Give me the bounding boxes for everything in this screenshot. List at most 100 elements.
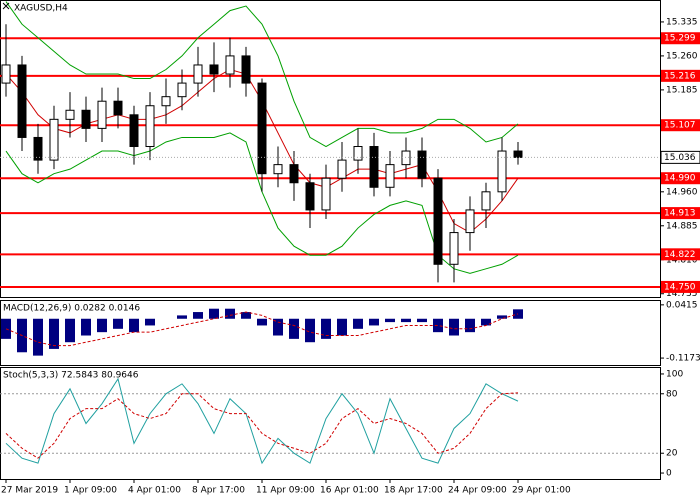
level-label: 14.822 <box>664 250 696 260</box>
macd-bar <box>289 318 299 339</box>
candle-body <box>497 150 507 193</box>
candle-body <box>225 55 235 75</box>
macd-bar <box>497 315 507 319</box>
x-tick-label: 18 Apr 17:00 <box>384 486 443 496</box>
x-tick-label: 16 Apr 01:00 <box>320 486 379 496</box>
candle-body <box>65 109 75 120</box>
candle-body <box>177 82 187 98</box>
panel-title: MACD(12,26,9) 0.0282 0.0146 <box>3 304 140 314</box>
candle-body <box>33 136 43 161</box>
candle-body <box>81 109 91 129</box>
level-label-box <box>661 207 700 220</box>
x-tick-label: 24 Apr 09:00 <box>448 486 507 496</box>
candle-body <box>1 64 11 84</box>
candle-body <box>129 114 139 148</box>
macd-bar <box>225 308 235 319</box>
candle-body <box>337 159 347 179</box>
level-label-box <box>661 119 700 132</box>
candle-body <box>289 164 299 184</box>
candle-body <box>321 177 331 211</box>
candle-body <box>145 105 155 148</box>
macd-bar <box>401 318 411 323</box>
macd-bar <box>33 318 43 356</box>
level-label-box <box>661 69 700 82</box>
current-price-label: 15.036 <box>664 153 696 163</box>
indicator-line <box>5 1 519 148</box>
macd-bar <box>353 318 363 329</box>
candle-body <box>305 182 315 211</box>
x-tick-label: 29 Apr 01:00 <box>512 486 571 496</box>
macd-bar <box>385 318 395 323</box>
y-tick-label: 0 <box>666 469 672 479</box>
y-tick-label: 0.0415 <box>666 300 698 310</box>
x-tick-label: 1 Apr 09:00 <box>64 486 117 496</box>
candle-body <box>481 191 491 211</box>
macd-bar <box>449 318 459 336</box>
macd-bar <box>321 318 331 339</box>
pane-frame <box>0 300 661 366</box>
level-label: 15.216 <box>664 71 696 81</box>
x-tick-label: 4 Apr 01:00 <box>128 486 181 496</box>
indicator-line <box>5 311 519 347</box>
level-label-box <box>661 172 700 185</box>
y-tick-label: 15.335 <box>666 17 698 27</box>
y-tick-label: -0.1173 <box>666 354 700 364</box>
macd-bar <box>337 318 347 336</box>
panel-title: Stoch(5,3,3) 72.5843 80.9646 <box>3 371 139 381</box>
macd-bar <box>305 318 315 343</box>
candle-body <box>417 150 427 179</box>
current-price-box <box>660 150 700 164</box>
level-label-box <box>661 248 700 261</box>
y-tick-label: 20 <box>666 449 678 459</box>
macd-bar <box>193 312 203 319</box>
y-tick-label: 14.885 <box>666 221 698 231</box>
candle-body <box>161 96 171 107</box>
level-label-box <box>661 280 700 293</box>
level-label: 15.299 <box>664 34 696 44</box>
candle-body <box>209 64 219 75</box>
macd-bar <box>129 318 139 333</box>
candle-body <box>113 100 123 116</box>
y-tick-label: 100 <box>666 369 683 379</box>
x-tick-label: 8 Apr 17:00 <box>192 486 245 496</box>
indicator-line <box>5 392 519 459</box>
candle-body <box>385 164 395 188</box>
y-tick-label: 14.960 <box>666 187 698 197</box>
y-tick-label: 15.260 <box>666 51 698 61</box>
level-label: 14.990 <box>664 174 696 184</box>
macd-bar <box>49 318 59 349</box>
candle-body <box>465 209 475 234</box>
macd-bar <box>481 318 491 326</box>
macd-bar <box>113 318 123 329</box>
y-tick-label: 80 <box>666 389 678 399</box>
level-label: 15.107 <box>664 121 696 131</box>
candle-body <box>433 177 443 265</box>
chart-title: XAGUSD,H4 <box>14 4 68 14</box>
candle-body <box>257 82 267 175</box>
y-tick-label: 15.185 <box>666 85 698 95</box>
macd-bar <box>1 318 11 339</box>
macd-bar <box>65 318 75 343</box>
candle-body <box>369 146 379 188</box>
candle-body <box>17 64 27 138</box>
pane-frame <box>0 0 661 298</box>
macd-bar <box>369 318 379 326</box>
macd-bar <box>81 318 91 336</box>
macd-bar <box>465 318 475 333</box>
candle-body <box>353 146 363 161</box>
indicator-line <box>5 377 519 465</box>
macd-bar <box>433 318 443 333</box>
symbol-icon <box>2 2 10 10</box>
pane-frame <box>0 367 661 480</box>
candle-body <box>513 150 523 158</box>
x-tick-label: 11 Apr 09:00 <box>256 486 315 496</box>
macd-bar <box>417 318 427 323</box>
macd-bar <box>209 308 219 319</box>
macd-bar <box>273 318 283 336</box>
macd-bar <box>97 318 107 333</box>
macd-bar <box>241 312 251 319</box>
candle-body <box>273 164 283 175</box>
